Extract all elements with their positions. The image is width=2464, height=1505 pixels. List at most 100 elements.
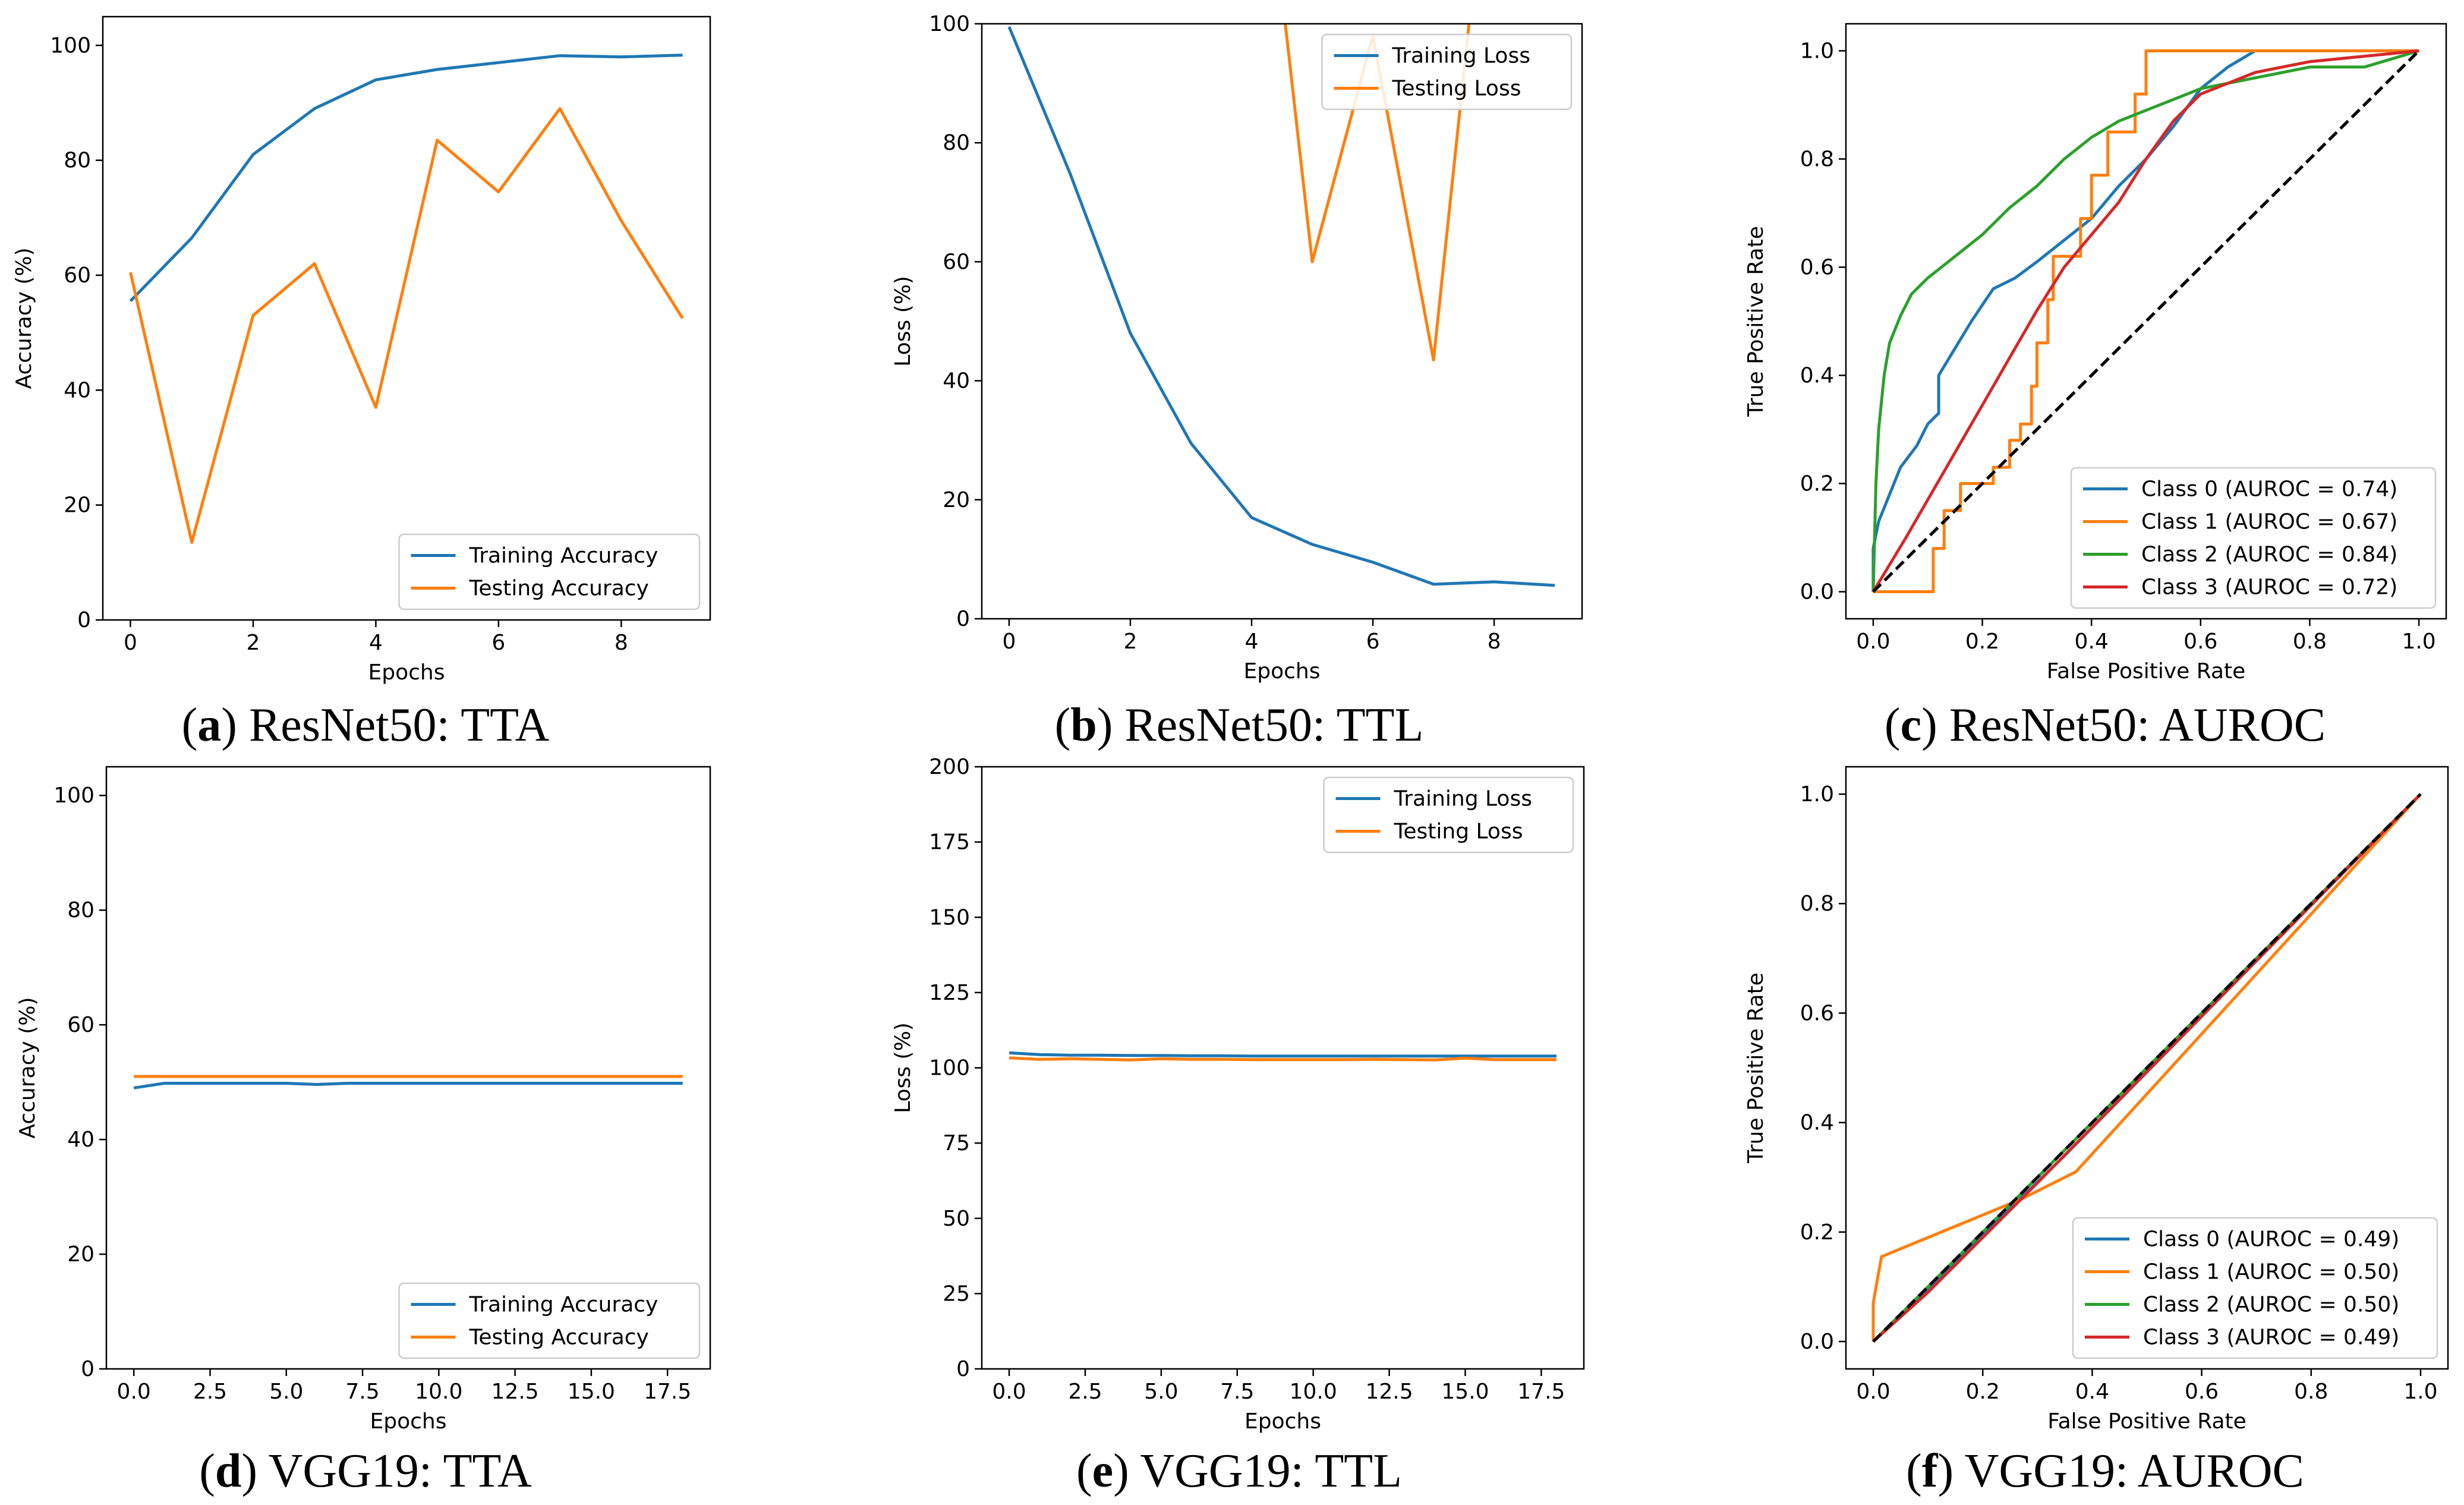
y-tick-label: 80 <box>943 131 970 155</box>
y-tick-label: 100 <box>50 33 91 58</box>
y-tick-label: 0.6 <box>1800 1001 1834 1025</box>
y-tick-label: 25 <box>943 1282 970 1306</box>
legend-label: Class 1 (AUROC = 0.50) <box>2143 1260 2399 1284</box>
x-tick-label: 17.5 <box>1517 1380 1565 1404</box>
y-tick-label: 0 <box>956 607 970 631</box>
x-tick-label: 5.0 <box>269 1380 303 1404</box>
y-tick-label: 0.8 <box>1800 147 1834 172</box>
y-tick-label: 175 <box>929 830 970 855</box>
y-tick-label: 40 <box>64 378 91 402</box>
caption-a: (a) ResNet50: TTA <box>181 699 550 751</box>
x-tick-label: 0.4 <box>2075 629 2109 654</box>
x-tick-label: 0.8 <box>2293 629 2327 654</box>
y-tick-label: 125 <box>929 981 970 1005</box>
x-tick-label: 2 <box>246 631 260 655</box>
series-line-1 <box>1007 26 1555 587</box>
x-tick-label: 0.6 <box>2185 1380 2219 1404</box>
y-tick-label: 0.6 <box>1800 256 1834 280</box>
series-line-2 <box>129 107 684 544</box>
y-axis-label: Loss (%) <box>891 276 915 367</box>
y-tick-label: 50 <box>943 1207 970 1231</box>
series-line-3 <box>1871 49 2419 592</box>
y-tick-label: 100 <box>929 1056 970 1081</box>
caption-e: (e) VGG19: TTL <box>1076 1445 1403 1497</box>
y-tick-label: 0 <box>956 1357 970 1381</box>
axes-frame <box>981 23 1583 620</box>
x-tick-label: 12.5 <box>491 1380 539 1404</box>
series-line-1 <box>129 53 683 303</box>
y-tick-label: 0.0 <box>1800 1330 1834 1354</box>
legend: Training Accuracy Testing Accuracy <box>398 1282 701 1359</box>
chart-c: 0.0 0.2 0.4 0.6 0.8 1.0 0.0 0.2 0.4 0.6 0.8 1.0 Fals… <box>1744 23 2447 684</box>
legend-label: Class 2 (AUROC = 0.84) <box>2141 543 2397 567</box>
legend-box <box>2072 1217 2438 1359</box>
y-tick-label: 0.0 <box>1800 580 1834 604</box>
legend: Class 0 (AUROC = 0.74) Class 1 (AUROC = 0… <box>2070 467 2437 609</box>
y-tick-label: 1.0 <box>1800 39 1834 64</box>
diagonal-reference-line-top <box>1872 793 2422 1343</box>
x-tick-label: 12.5 <box>1365 1380 1413 1404</box>
x-tick-label: 6 <box>1366 629 1380 654</box>
y-axis-label: Accuracy (%) <box>12 247 36 389</box>
legend-box <box>1321 33 1573 111</box>
y-axis-label: True Positive Rate <box>1744 972 1768 1164</box>
y-tick-label: 75 <box>943 1131 970 1155</box>
legend-label: Class 0 (AUROC = 0.74) <box>2141 477 2397 502</box>
legend-label: Testing Loss <box>1394 820 1523 844</box>
chart-d: 0.0 2.5 5.0 7.5 10.0 12.5 15.0 17.5 0 20 40 60 80 100… <box>15 766 711 1434</box>
y-tick-label: 60 <box>64 263 91 288</box>
series-line-4 <box>1872 793 2422 1343</box>
caption-d: (d) VGG19: TTA <box>199 1445 532 1497</box>
x-tick-label: 0.2 <box>1965 629 1999 654</box>
caption-c: (c) ResNet50: AUROC <box>1884 699 2326 751</box>
series-line-1 <box>1871 49 2419 592</box>
legend-label: Class 3 (AUROC = 0.72) <box>2141 575 2397 600</box>
axes-frame <box>105 766 711 1370</box>
legend-label: Class 3 (AUROC = 0.49) <box>2143 1325 2399 1350</box>
x-tick-label: 8 <box>615 631 628 655</box>
x-tick-label: 0.4 <box>2075 1380 2109 1404</box>
y-tick-label: 60 <box>943 250 970 274</box>
x-tick-label: 0.2 <box>1966 1380 2000 1404</box>
series-line-4 <box>1871 49 2419 593</box>
y-tick-label: 80 <box>67 898 94 922</box>
x-tick-label: 10.0 <box>1290 1380 1337 1404</box>
x-axis-label: Epochs <box>370 1409 447 1434</box>
y-tick-label: 0.2 <box>1800 1220 1834 1245</box>
axes-frame <box>1845 766 2449 1370</box>
legend-box <box>2070 467 2437 609</box>
x-tick-label: 4 <box>369 631 383 655</box>
x-tick-label: 0.6 <box>2183 629 2217 654</box>
y-tick-label: 40 <box>943 369 970 393</box>
y-tick-label: 150 <box>929 905 970 930</box>
y-tick-label: 20 <box>67 1242 94 1267</box>
legend: Class 0 (AUROC = 0.49) Class 1 (AUROC = 0… <box>2072 1217 2438 1359</box>
y-tick-label: 1.0 <box>1800 782 1834 807</box>
y-tick-label: 20 <box>64 493 91 518</box>
series-line-1 <box>1009 1051 1556 1058</box>
x-tick-label: 10.0 <box>415 1380 462 1404</box>
x-tick-label: 0 <box>1002 629 1016 654</box>
axes-frame <box>981 766 1585 1370</box>
chart-e: 0.0 2.5 5.0 7.5 10.0 12.5 15.0 17.5 0 25 50 75 100 12… <box>891 755 1585 1434</box>
y-tick-label: 60 <box>67 1013 94 1037</box>
x-tick-label: 7.5 <box>1220 1380 1254 1404</box>
y-tick-label: 40 <box>67 1128 94 1152</box>
x-tick-label: 2.5 <box>193 1380 227 1404</box>
x-tick-label: 0.0 <box>1856 629 1890 654</box>
x-tick-label: 2.5 <box>1068 1380 1102 1404</box>
legend-label: Training Loss <box>1394 787 1532 811</box>
legend-label: Testing Loss <box>1392 77 1521 101</box>
x-axis-label: Epochs <box>1244 1409 1321 1434</box>
chart-f: 0.0 0.2 0.4 0.6 0.8 1.0 0.0 0.2 0.4 0.6 0.8 1.0 Fals… <box>1744 766 2449 1434</box>
legend: Training Accuracy Testing Accuracy <box>398 533 701 610</box>
y-tick-label: 0.4 <box>1800 1111 1834 1135</box>
legend-label: Class 0 (AUROC = 0.49) <box>2143 1227 2399 1252</box>
x-tick-label: 4 <box>1245 629 1259 654</box>
series-line-2 <box>1009 1056 1556 1062</box>
legend-label: Training Loss <box>1392 44 1530 68</box>
x-tick-label: 1.0 <box>2403 1380 2437 1404</box>
y-tick-label: 100 <box>929 12 970 36</box>
